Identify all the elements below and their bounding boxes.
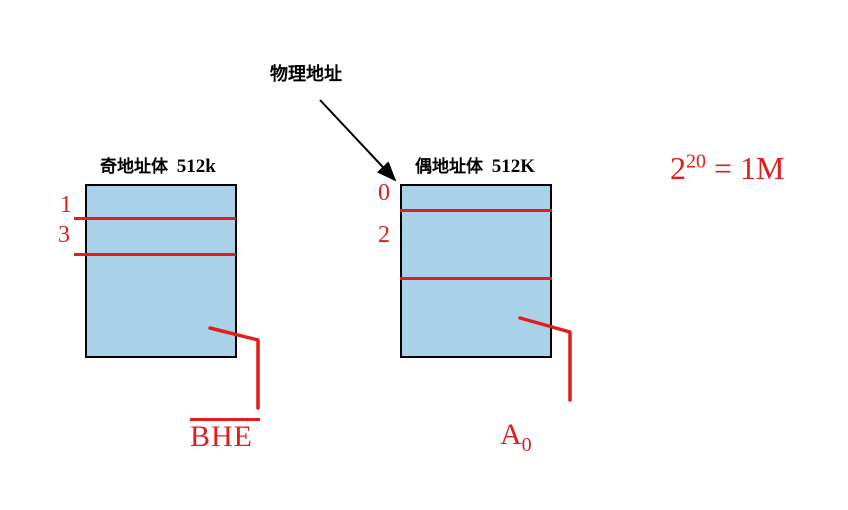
odd-line-2	[74, 253, 236, 256]
even-addr-1: 2	[378, 222, 390, 249]
even-line-2	[400, 277, 552, 280]
equation-rhs: = 1M	[714, 150, 785, 186]
even-bank-title-prefix: 偶地址体	[415, 157, 483, 176]
odd-bank-title-prefix: 奇地址体	[100, 157, 168, 176]
even-line-1	[400, 209, 552, 212]
odd-bank-title-size: 512k	[177, 156, 216, 177]
odd-addr-0: 1	[60, 192, 72, 219]
a0-signal-label: A0	[500, 418, 532, 457]
diagram-stage: 物理地址 奇地址体 512k 偶地址体 512K 1 3 0 2	[0, 0, 848, 510]
even-bank-title: 偶地址体 512K	[415, 152, 535, 178]
bhe-signal-label: BHE	[190, 420, 253, 454]
even-bank-title-size: 512K	[492, 156, 535, 177]
odd-address-box	[85, 184, 237, 358]
odd-addr-1: 3	[58, 222, 70, 249]
a0-subscript: 0	[522, 434, 532, 456]
physical-address-label: 物理地址	[270, 60, 342, 86]
a0-base: A	[500, 418, 522, 451]
even-addr-0: 0	[378, 180, 390, 207]
odd-line-1	[74, 217, 236, 220]
equation-base: 2	[670, 150, 686, 186]
odd-bank-title: 奇地址体 512k	[100, 152, 216, 178]
equation-exponent: 20	[686, 150, 706, 172]
equation: 220 = 1M	[670, 150, 785, 187]
